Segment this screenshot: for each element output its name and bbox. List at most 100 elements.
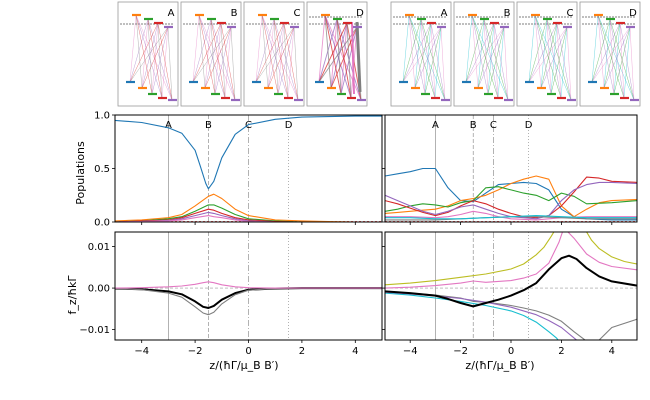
thumbnail-transition-line — [324, 14, 362, 101]
thumbnail-transition-line — [430, 22, 446, 101]
thumbnail-label: B — [231, 8, 238, 19]
thumbnail-transition-line — [591, 14, 599, 83]
thumbnail-transition-line — [318, 26, 358, 83]
thumbnail-transition-line — [402, 14, 410, 83]
thumbnail-transition-line — [198, 14, 216, 95]
thumbnail-transition-line — [198, 14, 236, 101]
thumbnail-transition-line — [597, 14, 635, 101]
pop-series-pink-1 — [385, 210, 637, 221]
thumbnail-transition-line — [597, 14, 605, 89]
thumbnail-transition-line — [167, 26, 173, 101]
thumbnail-transition-line — [318, 14, 326, 83]
xtick-label: 4 — [609, 346, 615, 357]
thumbnail-0-B: B — [180, 1, 242, 107]
thumbnail-transition-line — [267, 18, 275, 89]
thumbnail-transition-line — [192, 22, 222, 83]
xtick-label: 2 — [558, 346, 564, 357]
xtick-label: −2 — [453, 346, 468, 357]
thumbnail-transition-line — [157, 22, 163, 99]
force-series-cyan-1 — [385, 292, 559, 340]
thumbnail-transition-line — [430, 22, 436, 99]
thumbnail-transition-line — [420, 18, 436, 99]
thumbnail-0-D: D — [306, 1, 368, 107]
force-series-olive-1 — [385, 232, 555, 286]
thumbnail-transition-line — [230, 26, 236, 101]
xtick-label: 0 — [508, 346, 514, 357]
thumbnail-transition-line — [493, 22, 509, 101]
thumbnail-transition-line — [609, 18, 625, 99]
thumbnail-0-A: A — [117, 1, 179, 107]
thumbnail-transition-line — [135, 14, 143, 89]
thumbnail-transition-line — [255, 14, 263, 83]
force-series-pink-0 — [115, 281, 382, 289]
thumbnail-transition-line — [135, 14, 153, 95]
thumbnail-transition-line — [135, 14, 173, 101]
thumbnail-transition-line — [129, 22, 159, 83]
pop-series-red-1 — [385, 176, 637, 219]
thumbnail-transition-line — [210, 18, 216, 95]
thumbnail-1-B: B — [453, 1, 515, 107]
thumbnail-transition-line — [471, 14, 509, 101]
thumbnail-transition-line — [556, 22, 562, 99]
pop-series-purple-1 — [385, 181, 637, 220]
pop-series-cyan-1 — [385, 215, 637, 220]
thumbnail-transition-line — [402, 22, 432, 83]
thumbnail-1-C: C — [516, 1, 578, 107]
populations-ylabel: Populations — [74, 141, 87, 205]
pop-series-pink-0 — [115, 215, 382, 222]
thumbnail-transition-line — [603, 18, 611, 89]
plot-panels: A B C D0.00.51.0A B C D−4 −2 0 2 4−0.010.000.01−4−… — [79, 111, 638, 357]
thumbnail-transition-line — [261, 14, 279, 95]
thumbnail-transition-line — [220, 22, 236, 101]
thumbnail-transition-line — [210, 18, 226, 99]
thumbnail-transition-line — [198, 14, 226, 99]
force-series-total-1 — [385, 254, 637, 308]
thumbnail-transition-line — [283, 22, 289, 99]
thumbnail-transition-line — [483, 18, 499, 99]
thumbnail-transition-line — [619, 22, 625, 99]
thumbnail-transition-line — [147, 18, 163, 99]
thumbnail-transition-line — [471, 14, 499, 99]
force-series-olive2-1 — [585, 232, 637, 265]
xtick-label: −4 — [134, 346, 149, 357]
pop-series-green-0 — [115, 204, 382, 222]
thumbnail-transition-line — [408, 14, 426, 95]
thumbnail-transition-line — [629, 26, 635, 101]
thumbnail-transition-line — [534, 14, 562, 99]
pop-series-orange-0 — [115, 193, 382, 222]
pop-series-blue-0 — [115, 115, 382, 190]
thumbnail-transition-line — [220, 22, 226, 99]
thumbnail-transition-line — [330, 18, 338, 89]
thumbnail-transition-line — [440, 26, 446, 101]
force-panel-1: −4 −2 0 2 4 — [382, 231, 638, 357]
thumbnail-transition-line — [273, 18, 279, 95]
thumbnail-transition-line — [141, 18, 149, 89]
thumbnail-transition-line — [261, 14, 299, 101]
thumbnail-transition-line — [408, 14, 446, 101]
thumbnail-transition-line — [198, 14, 206, 89]
ytick-label: −0.01 — [79, 325, 110, 336]
thumbnail-transition-line — [465, 26, 505, 83]
ytick-label: 0.5 — [94, 164, 110, 175]
thumbnail-transition-line — [255, 26, 295, 83]
pop-marker-label-2: C — [490, 120, 497, 131]
thumbnail-transition-line — [483, 18, 489, 95]
thumbnail-transition-line — [609, 18, 615, 95]
pop-marker-label-0: A — [432, 120, 439, 131]
ytick-label: 0.00 — [88, 284, 110, 295]
pop-panel-0: A B C D 0.0 0.5 1.0 — [94, 111, 383, 229]
thumbnail-transition-line — [556, 22, 572, 101]
pop-series-green-1 — [385, 186, 637, 212]
thumbnail-transition-line — [471, 14, 489, 95]
thumbnail-transition-line — [471, 14, 479, 89]
pop-marker-label-1: B — [470, 120, 477, 131]
thumbnail-transition-line — [135, 14, 163, 99]
ytick-label: 0.0 — [94, 218, 110, 229]
thumbnail-transition-line — [204, 18, 212, 89]
thumbnail-transition-line — [597, 14, 625, 99]
xlabel-left: z/(ħΓ/μ_B B′) — [209, 359, 278, 372]
thumbnail-transition-line — [465, 14, 473, 83]
thumbnail-transition-line — [192, 14, 200, 83]
thumbnail-label: D — [629, 8, 637, 19]
